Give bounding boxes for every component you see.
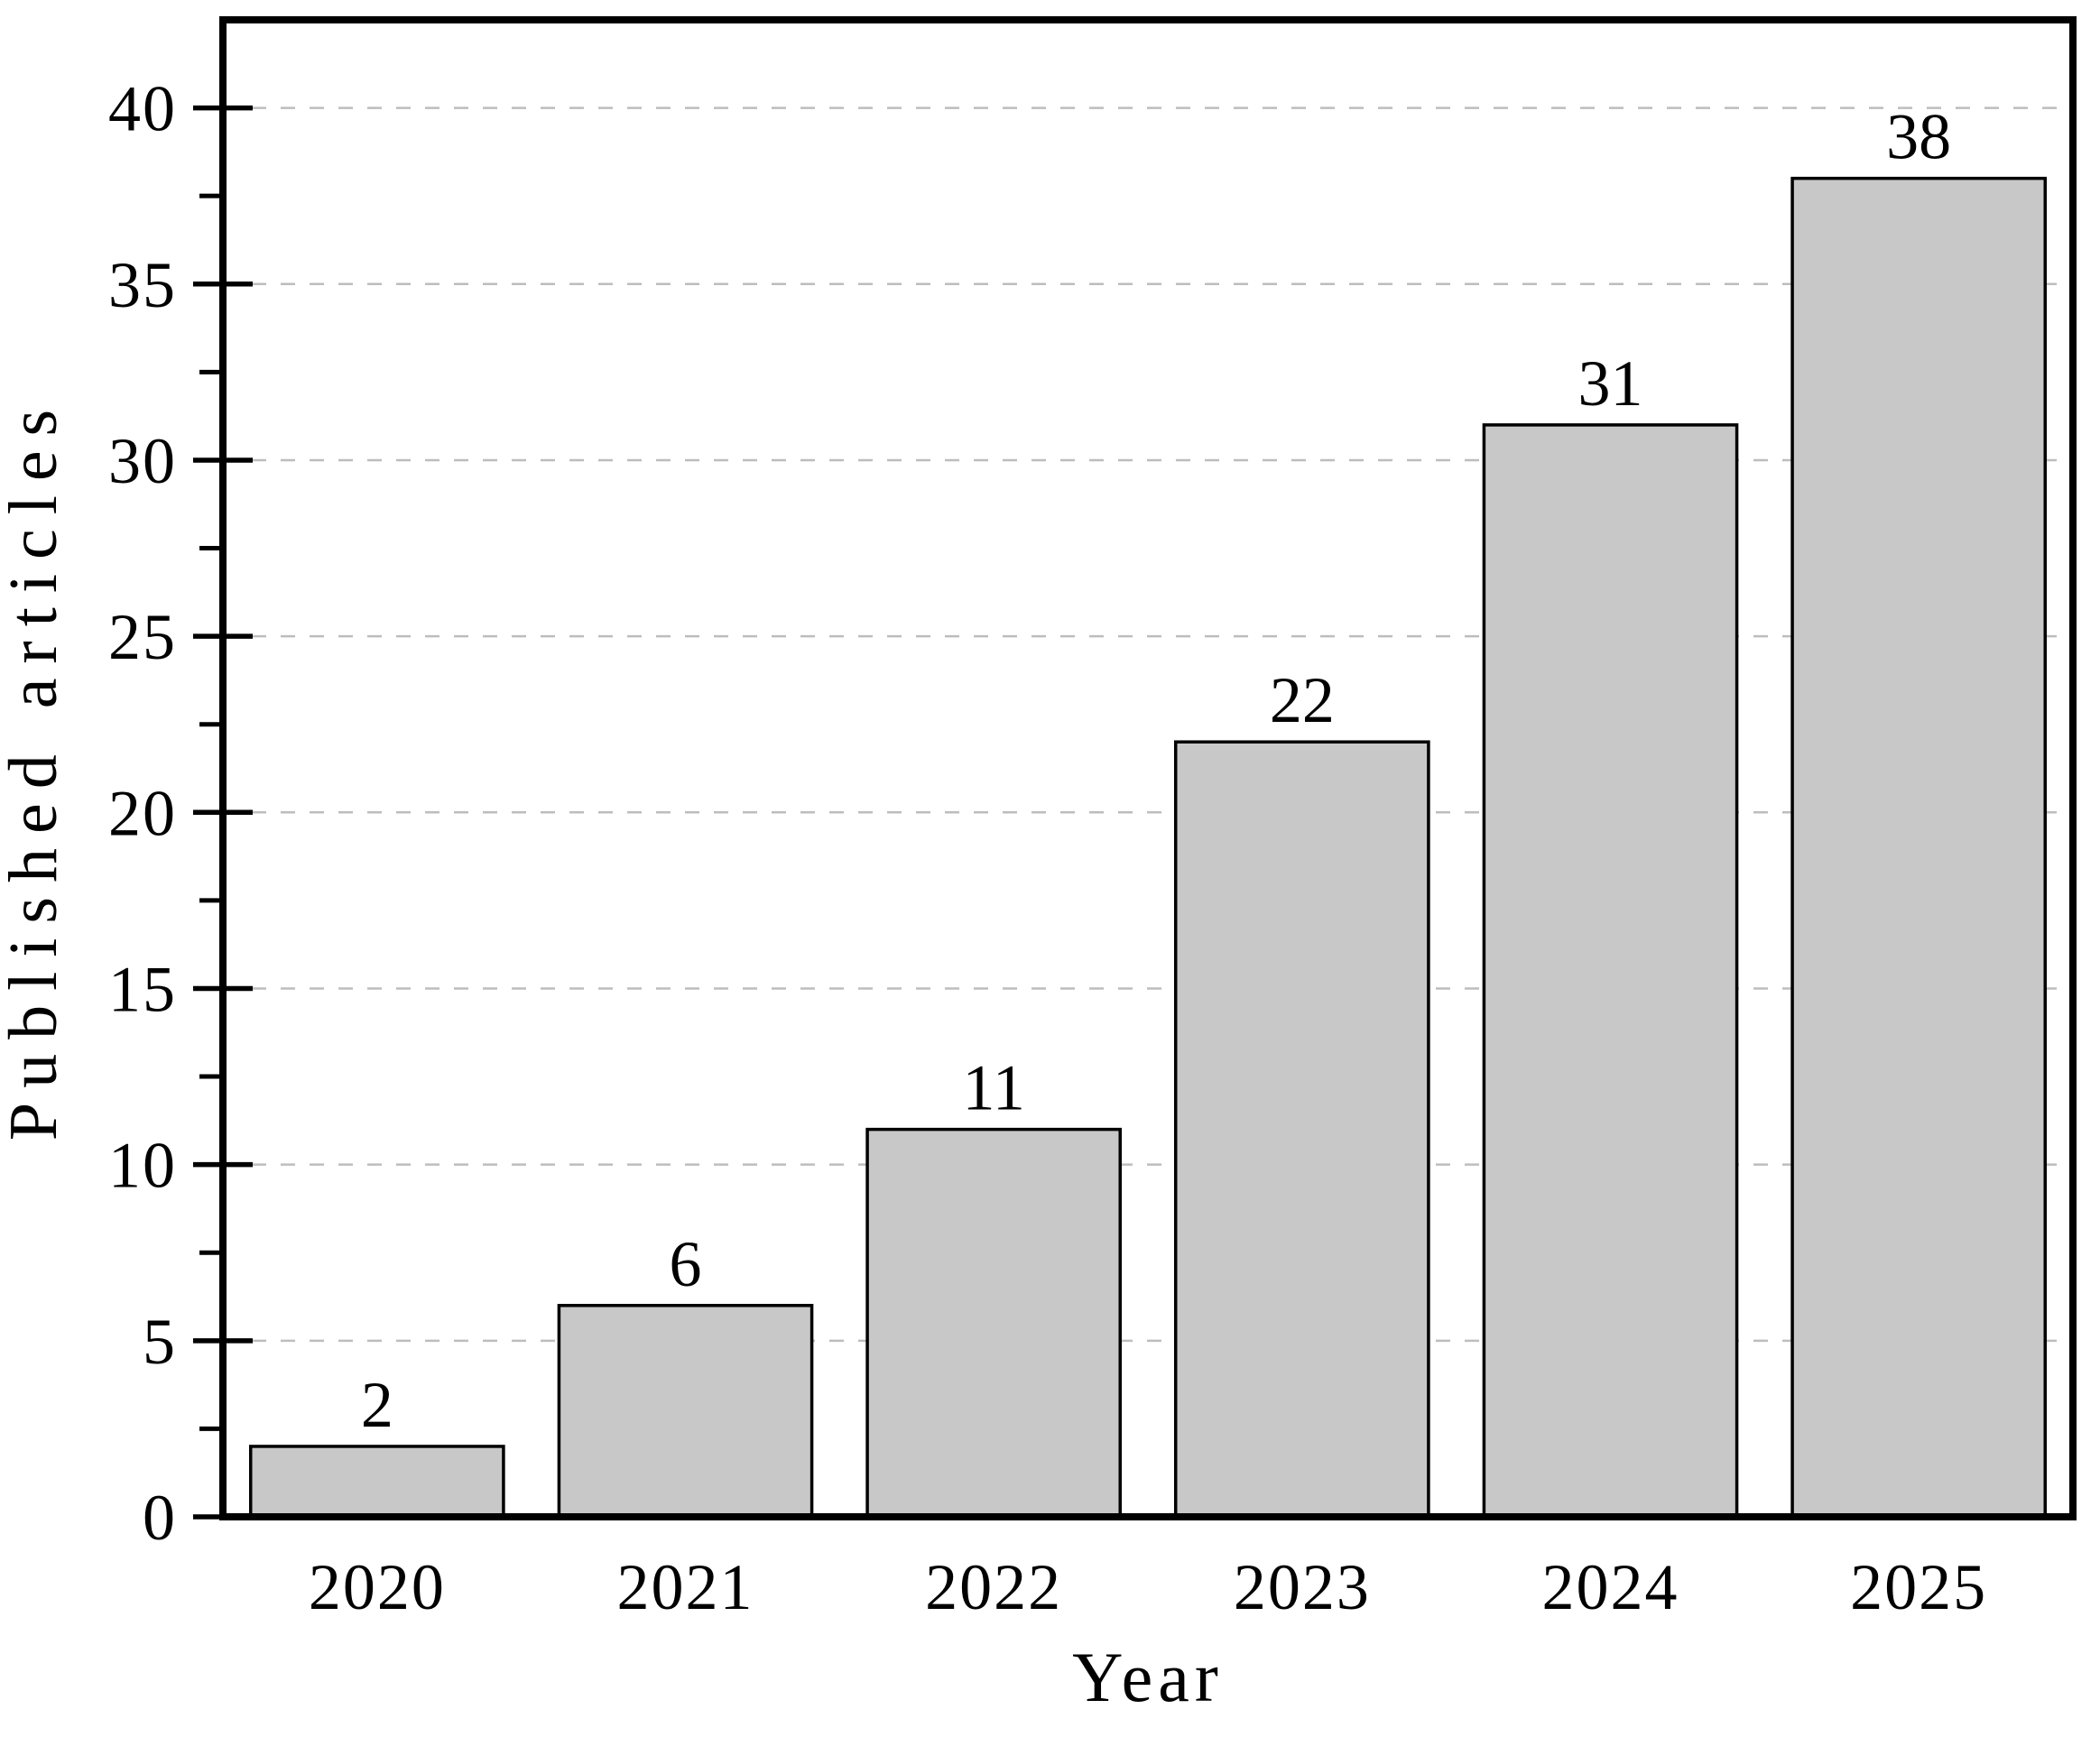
y-tick-label: 5 [143, 1306, 177, 1378]
bar-2020 [249, 1445, 505, 1519]
x-tick-label: 2025 [1850, 1551, 1987, 1623]
bar-value-label: 6 [670, 1228, 702, 1300]
bar-2021 [557, 1304, 814, 1519]
bar-value-label: 22 [1270, 664, 1335, 736]
y-tick-label: 15 [108, 953, 177, 1025]
y-axis-title: Published articles [0, 395, 71, 1141]
bar-value-label: 31 [1578, 347, 1643, 420]
bar-2022 [865, 1127, 1122, 1519]
y-tick-label: 25 [108, 601, 177, 673]
x-tick-label: 2021 [617, 1551, 754, 1623]
x-tick-label: 2020 [309, 1551, 446, 1623]
y-tick-label: 10 [108, 1130, 177, 1202]
y-tick-label: 40 [108, 73, 177, 145]
y-tick-label: 20 [108, 777, 177, 849]
x-tick-label: 2023 [1234, 1551, 1371, 1623]
bar-2024 [1482, 423, 1739, 1519]
plot-frame [219, 16, 2077, 1520]
bar-value-label: 2 [361, 1369, 393, 1441]
y-tick-label: 30 [108, 425, 177, 497]
bar-value-label: 38 [1886, 101, 1951, 173]
bar-2025 [1790, 176, 2048, 1519]
x-tick-label: 2022 [925, 1551, 1062, 1623]
x-tick-label: 2024 [1542, 1551, 1679, 1623]
y-tick-label: 0 [143, 1482, 177, 1554]
x-axis-title: Year [1072, 1638, 1224, 1716]
bar-value-label: 11 [963, 1052, 1025, 1124]
y-tick-label: 35 [108, 249, 177, 321]
bar-2023 [1174, 740, 1430, 1519]
